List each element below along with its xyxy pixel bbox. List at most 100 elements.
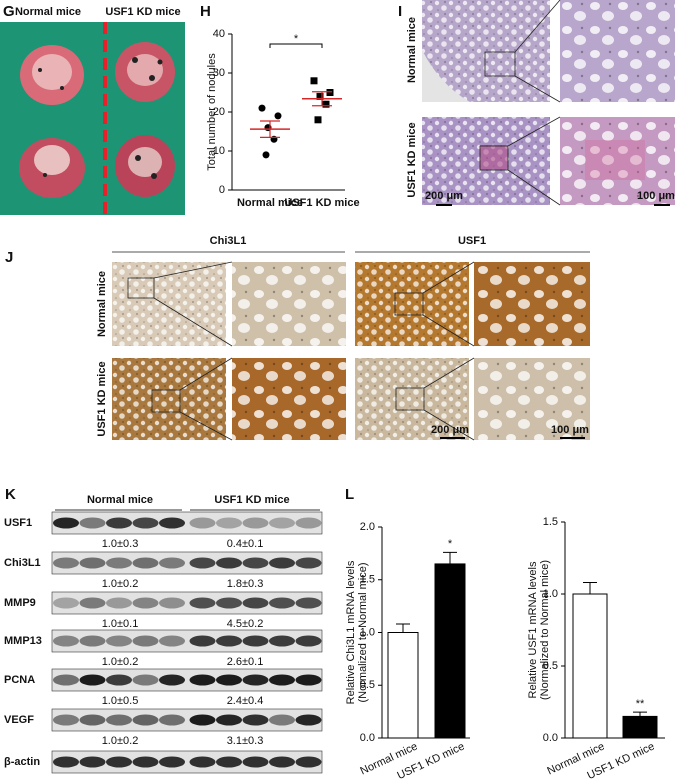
blot-band bbox=[159, 674, 185, 686]
blot-band bbox=[79, 635, 106, 647]
photo-label: Normal mice bbox=[15, 6, 81, 18]
row-label: Normal mice bbox=[406, 17, 418, 83]
blot-band bbox=[242, 674, 269, 686]
blot-band bbox=[159, 517, 185, 529]
bar bbox=[572, 593, 608, 739]
blot-band bbox=[79, 714, 106, 726]
blot-band bbox=[216, 557, 242, 569]
blot-band bbox=[189, 714, 216, 726]
blot-band bbox=[189, 674, 216, 686]
significance-label: ** bbox=[636, 698, 645, 710]
blot-band bbox=[189, 517, 216, 529]
blot-band bbox=[159, 756, 185, 768]
y-tick-label: 0 bbox=[219, 184, 225, 196]
error-bar bbox=[312, 91, 332, 107]
y-tick-label: 1.5 bbox=[360, 574, 375, 586]
blot-background bbox=[51, 629, 323, 653]
column-label: Chi3L1 bbox=[210, 235, 247, 247]
blot-band bbox=[269, 517, 295, 529]
row-label: USF1 KD mice bbox=[406, 122, 418, 197]
x-tick-label: Normal mice bbox=[237, 197, 303, 209]
blot-band bbox=[216, 517, 242, 529]
blot-label: VEGF bbox=[4, 714, 34, 726]
data-point bbox=[314, 116, 322, 124]
y-tick-label: 1.0 bbox=[543, 588, 558, 600]
blot-band bbox=[216, 635, 242, 647]
blot-band bbox=[269, 714, 295, 726]
blot-band bbox=[242, 557, 269, 569]
y-tick-label: 0.0 bbox=[543, 732, 558, 744]
blot-band bbox=[295, 714, 322, 726]
blot-band bbox=[132, 756, 159, 768]
blot-band bbox=[132, 517, 159, 529]
y-axis-label: (Normalized to Normal mice) bbox=[357, 563, 369, 703]
y-tick-label: 0.0 bbox=[360, 732, 375, 744]
blot-background bbox=[51, 511, 323, 535]
blot-band bbox=[79, 557, 106, 569]
data-point bbox=[310, 77, 318, 85]
error-bar bbox=[583, 581, 597, 594]
blot-band bbox=[132, 635, 159, 647]
y-axis-label: Relative USF1 mRNA levels bbox=[527, 561, 539, 698]
blot-band bbox=[189, 756, 216, 768]
blot-band bbox=[106, 557, 132, 569]
panel-letter: G bbox=[3, 3, 15, 20]
y-tick-label: 30 bbox=[213, 67, 225, 79]
error-bar bbox=[260, 120, 280, 138]
blot-band bbox=[295, 635, 322, 647]
blot-label: MMP9 bbox=[4, 597, 36, 609]
blot-band bbox=[106, 674, 132, 686]
blot-background bbox=[51, 668, 323, 692]
blot-band bbox=[79, 756, 106, 768]
blot-band bbox=[132, 714, 159, 726]
blot-band bbox=[295, 756, 322, 768]
blot-band bbox=[189, 597, 216, 609]
scale-bar-label: 200 μm bbox=[425, 190, 463, 202]
blot-band bbox=[106, 714, 132, 726]
blot-band bbox=[242, 714, 269, 726]
y-tick-label: 10 bbox=[213, 145, 225, 157]
blot-band bbox=[295, 597, 322, 609]
blot-band bbox=[216, 597, 242, 609]
blot-quant: 3.1±0.3 bbox=[227, 735, 264, 747]
blot-quant: 1.0±0.2 bbox=[102, 578, 139, 590]
blot-band bbox=[159, 714, 185, 726]
error-bar bbox=[443, 551, 457, 564]
scale-bar-label: 200 μm bbox=[431, 424, 469, 436]
panel-g-photo bbox=[0, 22, 185, 215]
blot-band bbox=[269, 557, 295, 569]
y-axis-label: (Normalized to Normal mice) bbox=[539, 560, 551, 700]
bar bbox=[434, 563, 466, 739]
blot-band bbox=[159, 557, 185, 569]
blot-band bbox=[79, 597, 106, 609]
error-bar bbox=[633, 711, 647, 717]
blot-band bbox=[269, 635, 295, 647]
blot-band bbox=[189, 557, 216, 569]
blot-band bbox=[216, 714, 242, 726]
blot-background bbox=[51, 551, 323, 575]
significance-bracket bbox=[269, 43, 323, 48]
y-tick-label: 2.0 bbox=[360, 521, 375, 533]
blot-band bbox=[79, 517, 106, 529]
blot-quant: 1.0±0.5 bbox=[102, 695, 139, 707]
blot-band bbox=[295, 557, 322, 569]
blot-band bbox=[269, 597, 295, 609]
blot-quant: 2.4±0.4 bbox=[227, 695, 264, 707]
blot-label: β-actin bbox=[4, 756, 40, 768]
blot-band bbox=[242, 517, 269, 529]
blot-band bbox=[53, 557, 79, 569]
bar bbox=[387, 632, 419, 739]
blot-band bbox=[106, 517, 132, 529]
blot-label: MMP13 bbox=[4, 635, 42, 647]
blot-band bbox=[53, 756, 79, 768]
blot-band bbox=[53, 597, 79, 609]
blot-band bbox=[106, 597, 132, 609]
y-tick-label: 40 bbox=[213, 28, 225, 40]
row-label: Normal mice bbox=[96, 271, 108, 337]
bar bbox=[622, 715, 658, 739]
data-point bbox=[322, 100, 330, 108]
group-label: Normal mice bbox=[87, 494, 153, 506]
blot-label: USF1 bbox=[4, 517, 32, 529]
